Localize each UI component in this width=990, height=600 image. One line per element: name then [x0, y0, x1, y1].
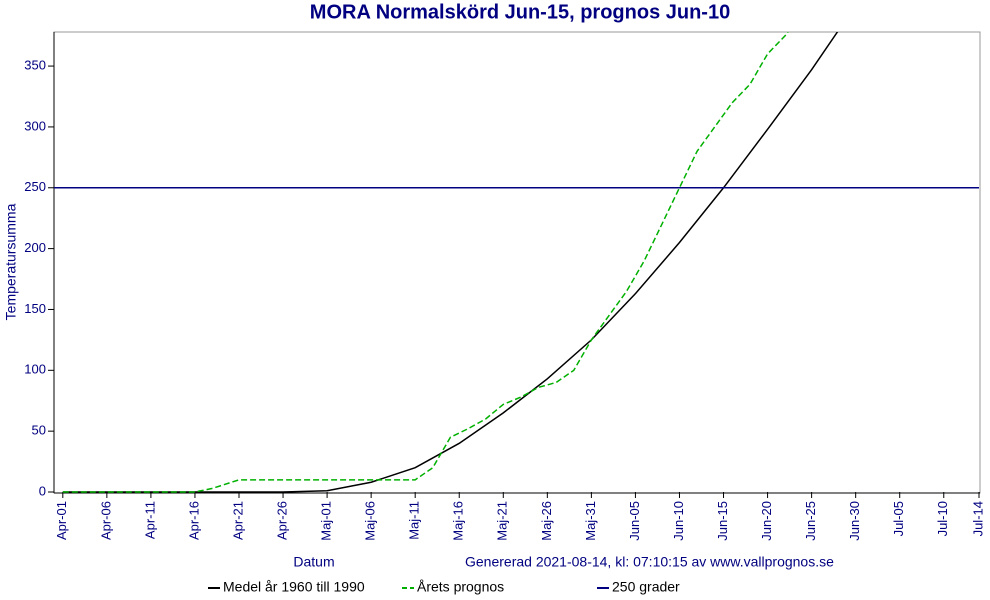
x-tick-label: Maj-21: [495, 501, 510, 541]
y-tick-label: 350: [24, 58, 46, 73]
x-tick-label: Jul-05: [891, 501, 906, 536]
y-tick-label: 200: [24, 240, 46, 255]
x-tick-label: Jun-05: [627, 501, 642, 541]
x-tick-label: Jul-10: [935, 501, 950, 536]
y-tick-label: 300: [24, 118, 46, 133]
series-line: [62, 32, 789, 493]
x-tick-label: Maj-06: [363, 501, 378, 541]
y-tick-label: 0: [39, 483, 46, 498]
x-tick-label: Jun-15: [715, 501, 730, 541]
x-tick-label: Apr-06: [98, 501, 113, 540]
x-tick-label: Apr-26: [274, 501, 289, 540]
x-tick-label: Jun-25: [803, 501, 818, 541]
y-axis-label: Temperatursumma: [3, 203, 19, 320]
plot-area: [54, 32, 979, 493]
x-tick-label: Jun-20: [759, 501, 774, 541]
x-tick-label: Apr-16: [186, 501, 201, 540]
legend-label: Årets prognos: [417, 579, 504, 595]
x-axis-label: Datum: [293, 554, 334, 570]
x-tick-label: Maj-01: [319, 501, 334, 541]
y-tick-label: 50: [32, 423, 46, 438]
x-tick-label: Maj-11: [407, 501, 422, 540]
x-tick-label: Apr-01: [54, 501, 69, 540]
x-tick-label: Jun-10: [671, 501, 686, 541]
x-tick-label: Jul-14: [970, 501, 985, 536]
y-tick-label: 250: [24, 179, 46, 194]
annotation: Genererad 2021-08-14, kl: 07:10:15 av ww…: [465, 554, 834, 570]
y-tick-label: 150: [24, 301, 46, 316]
series-line: [62, 32, 839, 493]
legend-label: Medel år 1960 till 1990: [223, 579, 365, 595]
x-tick-label: Jun-30: [847, 501, 862, 541]
legend-label: 250 grader: [612, 579, 680, 595]
x-tick-label: Maj-16: [451, 501, 466, 541]
x-tick-label: Apr-21: [230, 501, 245, 540]
x-tick-label: Apr-11: [142, 501, 157, 539]
y-tick-label: 100: [24, 362, 46, 377]
x-tick-label: Maj-26: [539, 501, 554, 541]
x-tick-label: Maj-31: [583, 501, 598, 541]
chart-title: MORA Normalskörd Jun-15, prognos Jun-10: [310, 1, 730, 23]
plot-frame: [53, 31, 981, 494]
